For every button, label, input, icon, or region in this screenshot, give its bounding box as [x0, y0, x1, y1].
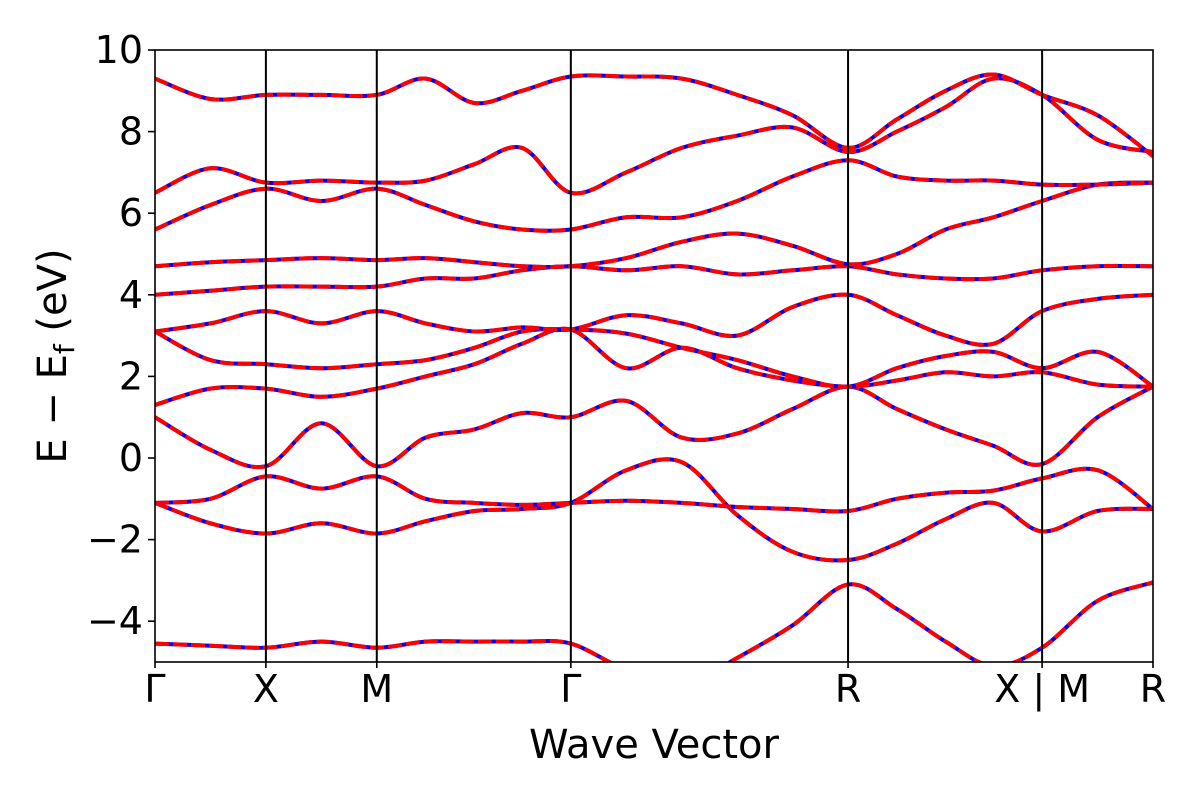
y-tick-label-7: 10 — [95, 28, 143, 72]
y-axis-label-unit: (eV) — [30, 248, 76, 344]
x-tick-label-5: X | M — [994, 667, 1090, 712]
y-axis-label-main: E − E — [30, 354, 76, 464]
y-axis-label-subscript: f — [48, 343, 81, 354]
bands-layer — [155, 72, 1153, 662]
x-tick-label-6: R — [1140, 667, 1166, 711]
plot-frame — [154, 49, 1154, 663]
x-tick-label-0: Γ — [144, 667, 165, 711]
y-axis-ticks: −4 −2 0 2 4 6 8 10 — [87, 28, 155, 643]
y-tick-label-3: 2 — [119, 354, 143, 398]
band-1-solid — [155, 457, 1153, 563]
y-tick-label-2: 0 — [119, 436, 143, 480]
y-tick-label-0: −4 — [87, 599, 143, 643]
band-4-dashed — [155, 326, 1153, 407]
band-1-dashed — [155, 457, 1153, 563]
band-7-dashed — [155, 263, 1153, 297]
y-tick-label-6: 8 — [119, 110, 143, 154]
band-5-dashed — [155, 327, 1153, 389]
y-axis-label: E − Ef (eV) — [30, 248, 81, 463]
y-tick-label-4: 4 — [119, 273, 143, 317]
band-2-dashed — [155, 466, 1153, 514]
x-tick-label-1: X — [253, 667, 279, 711]
band-8-dashed — [155, 180, 1153, 269]
x-tick-label-3: Γ — [560, 667, 581, 711]
band-7-solid — [155, 263, 1153, 297]
y-tick-label-1: −2 — [87, 518, 143, 562]
x-tick-label-2: M — [360, 667, 393, 711]
high-symmetry-lines — [264, 50, 1044, 662]
band-11-dashed — [155, 72, 1153, 158]
band-10-dashed — [155, 76, 1153, 196]
band-3-solid — [155, 384, 1153, 470]
x-tick-label-4: R — [835, 667, 861, 711]
x-axis-ticks: Γ X M Γ R X | M R — [144, 662, 1166, 712]
band-3-dashed — [155, 384, 1153, 470]
band-11-solid — [155, 72, 1153, 158]
x-axis-label: Wave Vector — [529, 722, 780, 768]
band-9-dashed — [155, 158, 1153, 233]
y-tick-label-5: 6 — [119, 191, 143, 235]
band-6-dashed — [155, 292, 1153, 347]
band-9-solid — [155, 158, 1153, 233]
band-0-solid — [155, 580, 1153, 662]
band-8-solid — [155, 180, 1153, 269]
